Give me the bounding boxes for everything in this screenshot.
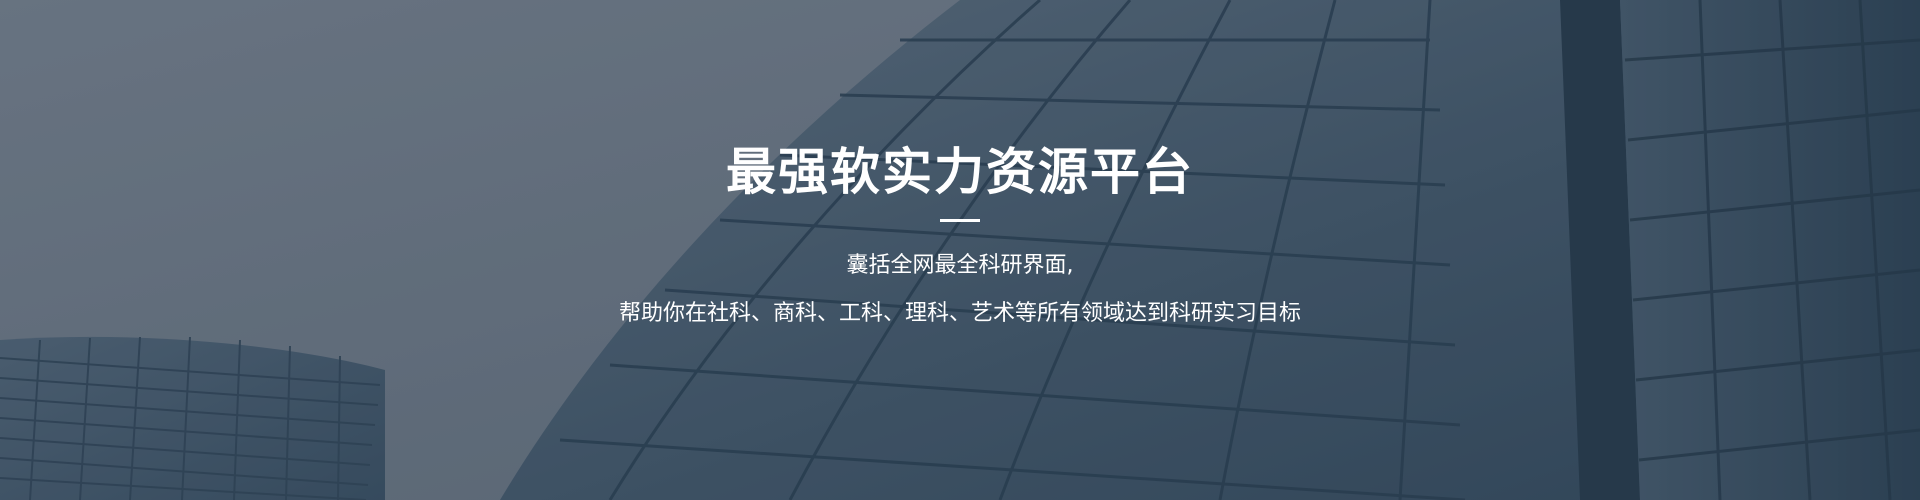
title-divider: [940, 219, 980, 222]
hero-subtitle-line-2: 帮助你在社科、商科、工科、理科、艺术等所有领域达到科研实习目标: [618, 301, 1301, 326]
hero-title: 最强软实力资源平台: [726, 143, 1194, 201]
hero-subtitle-line-1: 囊括全网最全科研界面,: [846, 253, 1074, 278]
